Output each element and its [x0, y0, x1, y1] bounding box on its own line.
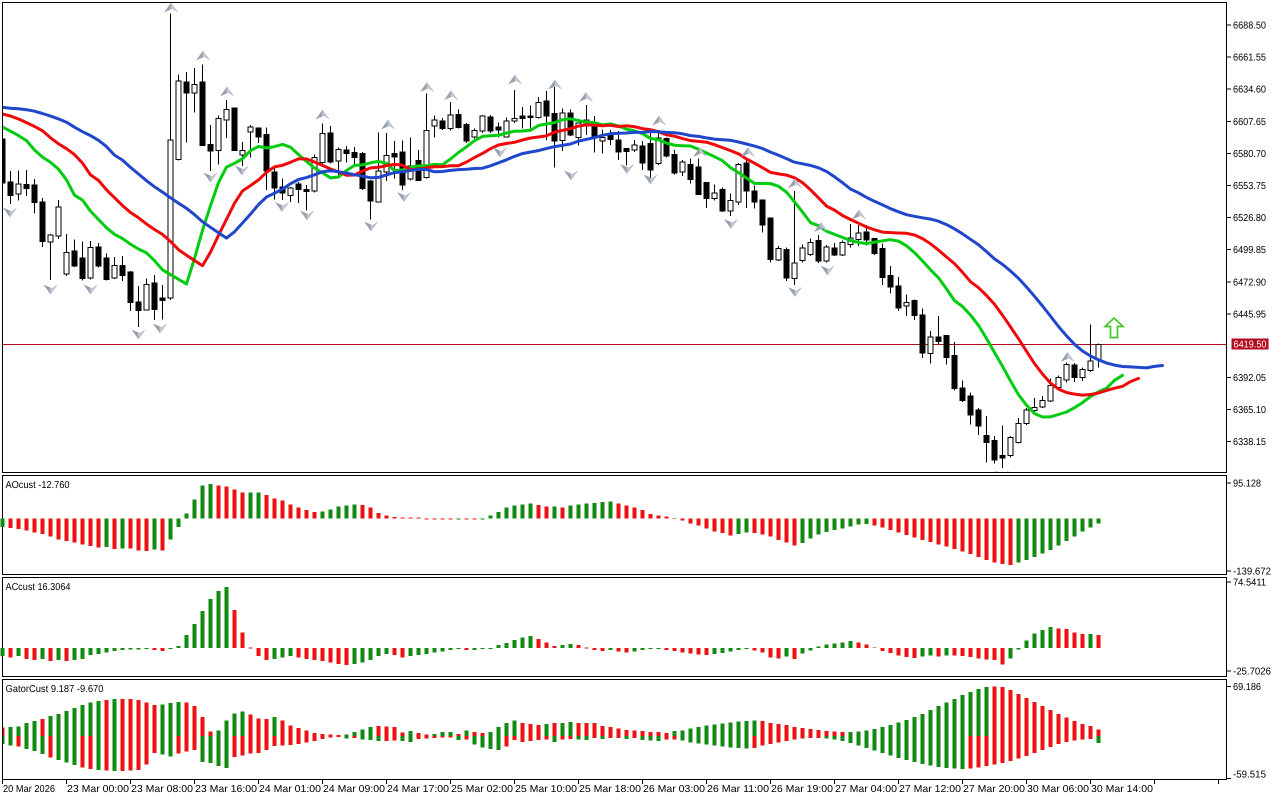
svg-text:25 Mar 18:00: 25 Mar 18:00 [579, 784, 641, 795]
svg-text:30 Mar 06:00: 30 Mar 06:00 [1027, 784, 1089, 795]
svg-text:6688.50: 6688.50 [1233, 21, 1266, 32]
svg-text:25 Mar 02:00: 25 Mar 02:00 [451, 784, 513, 795]
svg-text:24 Mar 17:00: 24 Mar 17:00 [387, 784, 449, 795]
svg-text:6553.75: 6553.75 [1233, 181, 1266, 192]
svg-text:23 Mar 00:00: 23 Mar 00:00 [67, 784, 129, 795]
svg-text:24 Mar 09:00: 24 Mar 09:00 [323, 784, 385, 795]
svg-text:25 Mar 10:00: 25 Mar 10:00 [515, 784, 577, 795]
svg-text:6392.05: 6392.05 [1233, 373, 1266, 384]
svg-text:69.186: 69.186 [1233, 682, 1261, 693]
svg-text:6634.60: 6634.60 [1233, 85, 1266, 96]
svg-text:GatorCust 9.187 -9.670: GatorCust 9.187 -9.670 [6, 684, 104, 695]
svg-text:ACcust 16.3064: ACcust 16.3064 [6, 582, 71, 593]
svg-text:20 Mar 2026: 20 Mar 2026 [3, 784, 55, 795]
svg-text:6499.85: 6499.85 [1233, 245, 1266, 256]
svg-text:23 Mar 08:00: 23 Mar 08:00 [131, 784, 193, 795]
svg-text:26 Mar 11:00: 26 Mar 11:00 [707, 784, 769, 795]
svg-text:26 Mar 03:00: 26 Mar 03:00 [643, 784, 705, 795]
svg-text:6445.95: 6445.95 [1233, 309, 1266, 320]
svg-text:27 Mar 20:00: 27 Mar 20:00 [963, 784, 1025, 795]
svg-text:AOcust -12.760: AOcust -12.760 [6, 480, 70, 491]
svg-text:27 Mar 12:00: 27 Mar 12:00 [899, 784, 961, 795]
svg-text:6526.80: 6526.80 [1233, 213, 1266, 224]
svg-text:6365.10: 6365.10 [1233, 405, 1266, 416]
svg-text:6419.50: 6419.50 [1234, 340, 1267, 351]
svg-text:6607.65: 6607.65 [1233, 117, 1266, 128]
svg-text:27 Mar 04:00: 27 Mar 04:00 [835, 784, 897, 795]
svg-text:74.5411: 74.5411 [1233, 578, 1266, 589]
svg-text:6661.55: 6661.55 [1233, 53, 1266, 64]
svg-text:24 Mar 01:00: 24 Mar 01:00 [259, 784, 321, 795]
svg-text:6472.90: 6472.90 [1233, 277, 1266, 288]
svg-text:95.128: 95.128 [1233, 479, 1261, 490]
svg-text:26 Mar 19:00: 26 Mar 19:00 [771, 784, 833, 795]
svg-text:30 Mar 14:00: 30 Mar 14:00 [1091, 784, 1153, 795]
svg-text:6580.70: 6580.70 [1233, 149, 1266, 160]
svg-text:-139.672: -139.672 [1233, 566, 1271, 577]
svg-text:6338.15: 6338.15 [1233, 437, 1266, 448]
svg-text:23 Mar 16:00: 23 Mar 16:00 [195, 784, 257, 795]
svg-text:-25.7026: -25.7026 [1233, 667, 1271, 678]
svg-text:-59.515: -59.515 [1233, 770, 1266, 781]
